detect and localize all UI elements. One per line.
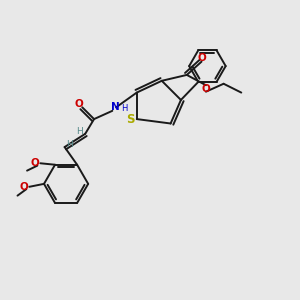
Text: O: O [74, 99, 83, 110]
Text: S: S [126, 112, 134, 126]
Text: H: H [67, 140, 73, 148]
Text: H: H [121, 104, 127, 113]
Text: O: O [20, 182, 28, 192]
Text: O: O [197, 53, 206, 63]
Text: O: O [202, 84, 210, 94]
Text: O: O [31, 158, 39, 168]
Text: N: N [111, 102, 120, 112]
Text: H: H [76, 127, 83, 136]
